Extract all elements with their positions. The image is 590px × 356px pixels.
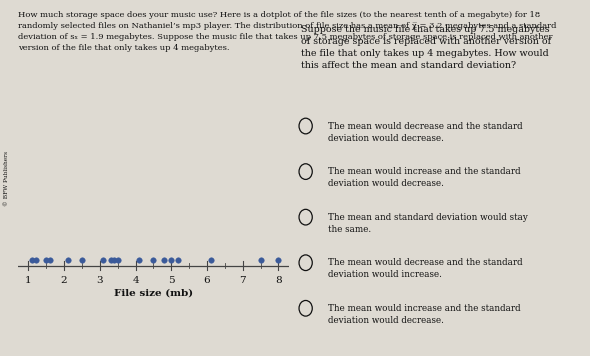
Text: 8: 8 (275, 276, 281, 285)
Text: 3: 3 (97, 276, 103, 285)
Text: The mean would decrease and the standard
deviation would increase.: The mean would decrease and the standard… (328, 258, 523, 279)
Text: 4: 4 (132, 276, 139, 285)
Text: 2: 2 (61, 276, 67, 285)
Text: The mean would increase and the standard
deviation would decrease.: The mean would increase and the standard… (328, 167, 521, 188)
Text: The mean would increase and the standard
deviation would decrease.: The mean would increase and the standard… (328, 304, 521, 325)
Text: The mean and standard deviation would stay
the same.: The mean and standard deviation would st… (328, 213, 528, 234)
Text: 6: 6 (204, 276, 210, 285)
Text: 5: 5 (168, 276, 175, 285)
Text: File size (mb): File size (mb) (114, 289, 193, 298)
Text: © BFW Publishers: © BFW Publishers (5, 151, 9, 205)
Text: How much storage space does your music use? Here is a dotplot of the file sizes : How much storage space does your music u… (18, 11, 556, 52)
Text: The mean would decrease and the standard
deviation would decrease.: The mean would decrease and the standard… (328, 122, 523, 142)
Text: 1: 1 (25, 276, 32, 285)
Text: 7: 7 (240, 276, 246, 285)
Text: Suppose the music file that takes up 7.5 megabytes
of storage space is replaced : Suppose the music file that takes up 7.5… (301, 25, 551, 70)
